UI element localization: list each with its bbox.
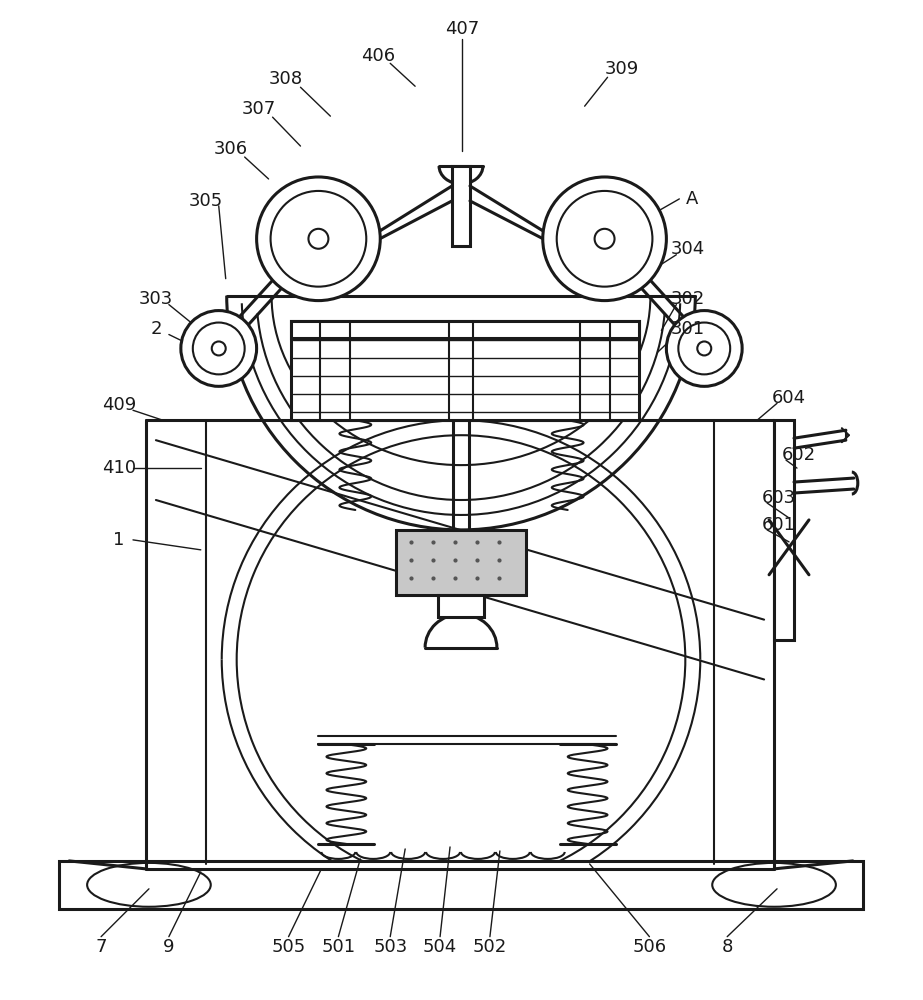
Circle shape <box>193 323 245 374</box>
Text: 409: 409 <box>102 396 137 414</box>
Circle shape <box>594 229 615 249</box>
Bar <box>396 530 526 595</box>
Bar <box>774 420 794 640</box>
Text: 302: 302 <box>670 290 704 308</box>
Text: 7: 7 <box>95 938 107 956</box>
Text: 308: 308 <box>269 70 303 88</box>
Circle shape <box>543 177 666 301</box>
Circle shape <box>557 191 653 287</box>
Text: 503: 503 <box>373 938 407 956</box>
Circle shape <box>678 323 730 374</box>
Text: 309: 309 <box>605 60 639 78</box>
Text: 305: 305 <box>188 192 222 210</box>
Text: 1: 1 <box>114 531 125 549</box>
Text: 604: 604 <box>772 389 806 407</box>
Text: 410: 410 <box>102 459 136 477</box>
Ellipse shape <box>713 863 836 907</box>
Bar <box>291 321 640 420</box>
Circle shape <box>257 177 380 301</box>
Ellipse shape <box>87 863 210 907</box>
Bar <box>452 166 470 246</box>
Text: 304: 304 <box>670 240 704 258</box>
Text: 504: 504 <box>423 938 457 956</box>
Text: 505: 505 <box>271 938 306 956</box>
Text: 406: 406 <box>361 47 395 65</box>
Text: 601: 601 <box>762 516 796 534</box>
Text: 407: 407 <box>445 20 479 38</box>
Text: 603: 603 <box>762 489 797 507</box>
Text: A: A <box>686 190 699 208</box>
Text: 301: 301 <box>670 320 704 338</box>
Text: 502: 502 <box>473 938 507 956</box>
Bar <box>59 861 863 909</box>
Text: 307: 307 <box>242 100 276 118</box>
Circle shape <box>270 191 366 287</box>
Circle shape <box>666 311 742 386</box>
Text: 506: 506 <box>632 938 666 956</box>
Text: 8: 8 <box>722 938 733 956</box>
Text: 602: 602 <box>782 446 816 464</box>
Circle shape <box>181 311 257 386</box>
Text: 306: 306 <box>213 140 247 158</box>
Circle shape <box>697 341 712 355</box>
Text: 9: 9 <box>163 938 174 956</box>
Circle shape <box>308 229 329 249</box>
Text: 2: 2 <box>150 320 162 338</box>
Bar <box>291 321 640 338</box>
Circle shape <box>211 341 226 355</box>
Text: 501: 501 <box>321 938 355 956</box>
Bar <box>438 595 484 617</box>
Text: 303: 303 <box>138 290 173 308</box>
